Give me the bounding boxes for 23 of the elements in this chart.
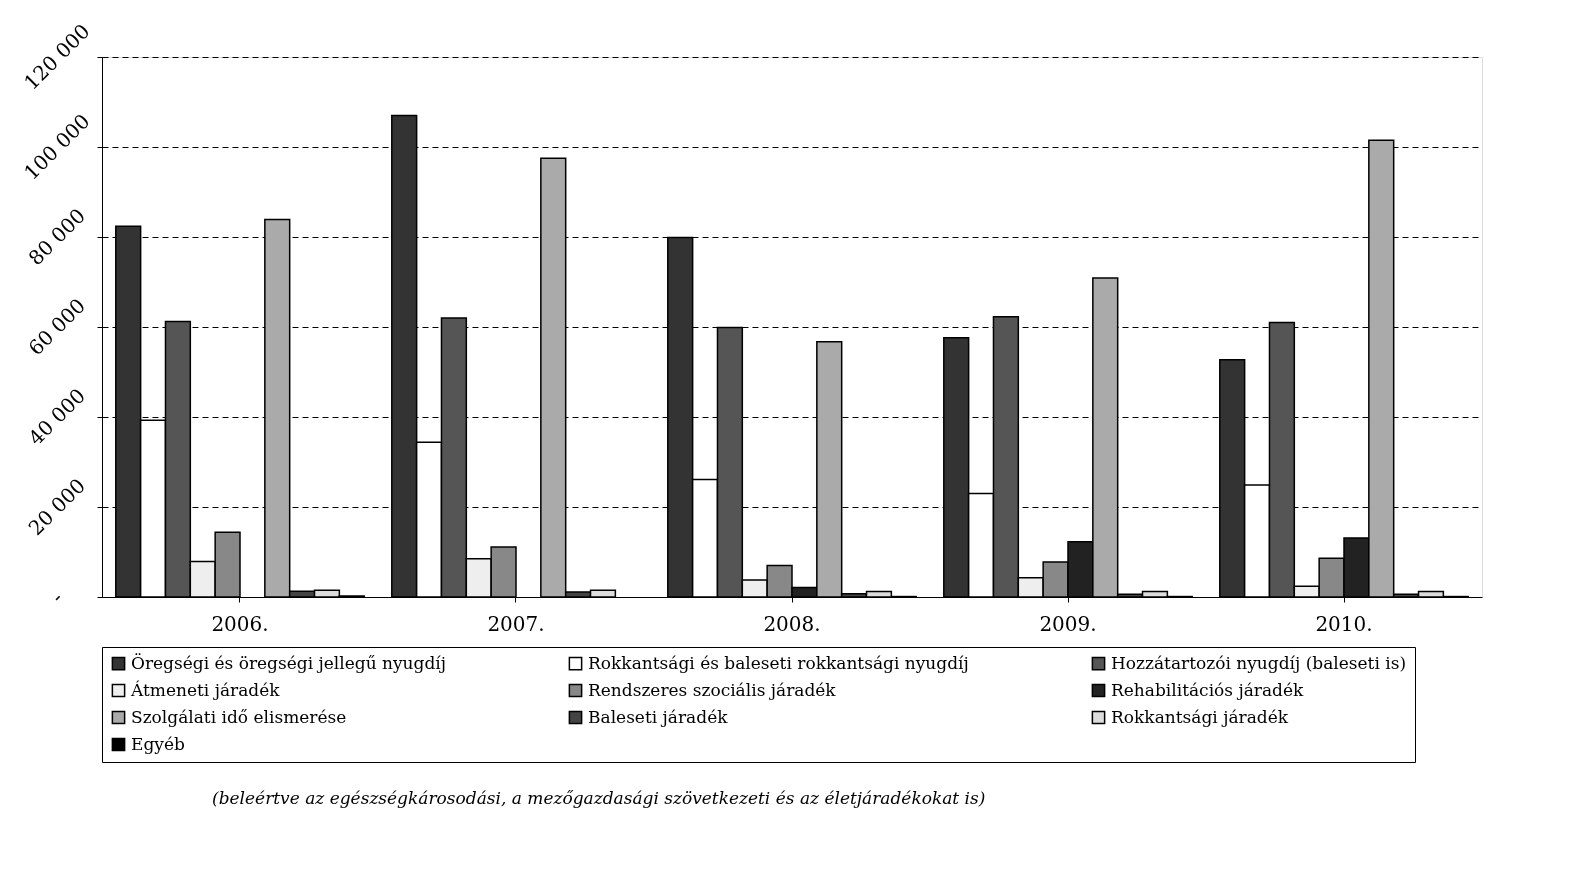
x-tick-label: 2006.	[211, 611, 269, 636]
legend-label: Rehabilitációs járadék	[1111, 679, 1305, 700]
x-tick-label: 2010.	[1315, 611, 1373, 636]
y-tick-label: 60 000	[23, 293, 91, 361]
legend-label: Rokkantsági járadék	[1111, 706, 1289, 727]
legend-label: Rendszeres szociális járadék	[588, 679, 837, 700]
legend-label: Baleseti járadék	[588, 706, 729, 727]
y-tick-label: 40 000	[23, 383, 91, 451]
y-tick-label: 80 000	[23, 203, 91, 271]
legend-label: Egyéb	[131, 733, 185, 754]
y-tick-label: 100 000	[19, 109, 95, 185]
x-tick-label: 2008.	[763, 611, 821, 636]
y-tick-label: -	[45, 585, 68, 608]
y-tick-label: 20 000	[23, 473, 91, 541]
x-tick-label: 2009.	[1039, 611, 1097, 636]
legend-label: Hozzátartozói nyugdíj (baleseti is)	[1111, 652, 1407, 673]
text: (beleértve az egészségkárosodási, a mezőgazdasági szövetkezeti és az életjáradékokat is)	[212, 788, 986, 808]
legend-label: Rokkantsági és baleseti rokkantsági nyugdíj	[588, 652, 969, 673]
legend-label: Szolgálati idő elismerése	[131, 706, 347, 727]
legend-label: Átmeneti járadék	[130, 679, 281, 700]
y-tick-label: 120 000	[19, 19, 95, 95]
legend-label: Öregségi és öregségi jellegű nyugdíj	[131, 652, 446, 673]
x-tick-label: 2007.	[487, 611, 545, 636]
